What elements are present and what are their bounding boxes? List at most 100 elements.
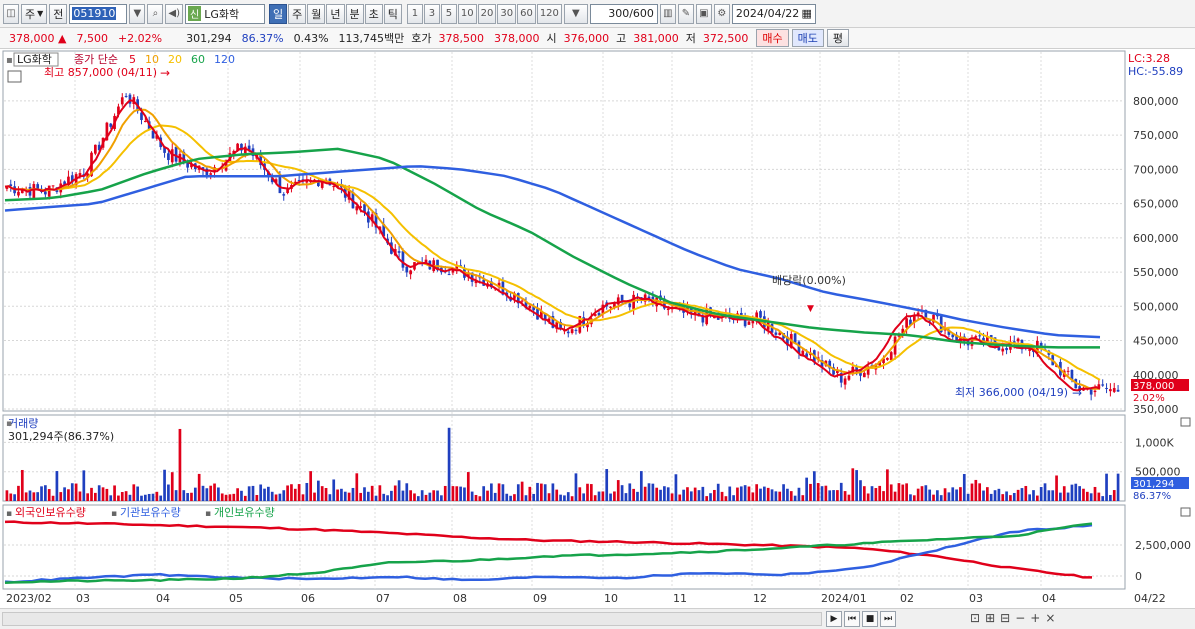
volume-close-icon[interactable] bbox=[1180, 417, 1191, 427]
period-tab-2[interactable]: 월 bbox=[307, 3, 326, 24]
volume-bar bbox=[24, 492, 28, 501]
first-icon[interactable]: ⏮ bbox=[844, 611, 860, 627]
zoom-in-icon[interactable]: + bbox=[1030, 611, 1041, 625]
volume-bar bbox=[1039, 487, 1043, 501]
sell-button[interactable]: 매도 bbox=[791, 29, 824, 47]
scroll-right-icon[interactable]: ▶ bbox=[826, 611, 842, 627]
interval-tab-1[interactable]: 3 bbox=[423, 3, 440, 24]
layout-icon[interactable]: ◫ bbox=[3, 3, 19, 24]
volume-bar bbox=[886, 469, 889, 501]
month-label-5: 07 bbox=[376, 592, 390, 605]
code-dropdown[interactable]: ▼ bbox=[129, 3, 146, 24]
stock-chart[interactable]: 350,000 400,000 450,000 500,000 550,000 600,0… bbox=[0, 49, 1195, 608]
volume-menu-icon[interactable]: ▪ bbox=[6, 419, 12, 429]
volume-bar bbox=[686, 487, 689, 501]
code-input[interactable]: 051910 bbox=[69, 3, 128, 24]
volume-bar bbox=[528, 486, 532, 501]
horizontal-scrollbar[interactable] bbox=[2, 612, 822, 626]
holding-lines bbox=[4, 520, 1093, 585]
settings-button[interactable]: ⚙ bbox=[713, 3, 730, 24]
candle-body bbox=[1066, 370, 1070, 372]
interval-tab-4[interactable]: 20 bbox=[477, 3, 497, 24]
volume-bar bbox=[928, 489, 932, 501]
interval-tab-3[interactable]: 10 bbox=[457, 3, 477, 24]
volume-bar bbox=[340, 488, 343, 501]
volume-bar bbox=[440, 495, 443, 501]
search-button[interactable]: ⌕ bbox=[147, 3, 164, 24]
candle-body bbox=[466, 273, 470, 277]
table-icon[interactable] bbox=[7, 70, 22, 83]
period-tab-1[interactable]: 주 bbox=[288, 3, 307, 24]
volume-bar bbox=[1035, 495, 1039, 501]
candle-body bbox=[109, 123, 113, 127]
candle-body bbox=[1001, 348, 1005, 352]
save-button[interactable]: ▣ bbox=[695, 3, 712, 24]
stock-name-box[interactable]: 신 LG화학 bbox=[185, 3, 265, 24]
month-label-7: 09 bbox=[533, 592, 547, 605]
candle-body bbox=[51, 185, 55, 187]
volume-bar bbox=[432, 490, 436, 501]
period-tab-5[interactable]: 초 bbox=[364, 3, 383, 24]
interval-tab-2[interactable]: 5 bbox=[440, 3, 457, 24]
moving-averages bbox=[4, 99, 1101, 392]
panel-menu-icon[interactable]: ▪ bbox=[6, 55, 13, 66]
volume-bar bbox=[297, 484, 301, 501]
volume-bar bbox=[436, 490, 439, 501]
candle-body bbox=[909, 319, 912, 325]
ma-legend-20: 20 bbox=[168, 53, 182, 66]
type-button[interactable]: 전 bbox=[49, 3, 68, 24]
volume-bar bbox=[247, 486, 251, 501]
stop-icon[interactable]: ■ bbox=[862, 611, 878, 627]
high-arrow-icon: → bbox=[160, 66, 170, 80]
volume-bar bbox=[267, 486, 270, 501]
date-input[interactable]: 2024/04/22 ▦ bbox=[731, 3, 816, 24]
period-tab-0[interactable]: 일 bbox=[269, 3, 288, 24]
zoom-out-icon[interactable]: − bbox=[1015, 611, 1026, 625]
interval-dropdown[interactable]: ▼ bbox=[563, 3, 588, 24]
volume-bar bbox=[943, 488, 947, 501]
volume-bar bbox=[905, 483, 908, 501]
interval-tab-5[interactable]: 30 bbox=[497, 3, 517, 24]
interval-tab-7[interactable]: 120 bbox=[536, 3, 562, 24]
candle-body bbox=[317, 181, 320, 187]
change-percent: +2.02% bbox=[117, 31, 163, 45]
holding-close-icon[interactable] bbox=[1180, 507, 1191, 517]
close-icon[interactable]: × bbox=[1045, 611, 1056, 625]
candle-body bbox=[186, 160, 189, 168]
grid-icon[interactable]: ⊞ bbox=[985, 611, 996, 625]
volume-bar bbox=[155, 491, 159, 501]
month-label-9: 11 bbox=[673, 592, 687, 605]
period-tab-4[interactable]: 분 bbox=[345, 3, 364, 24]
sound-button[interactable]: ◀) bbox=[165, 3, 183, 24]
market-select[interactable]: 주 ▼ bbox=[21, 3, 48, 24]
chart-type-button[interactable]: ▥ bbox=[659, 3, 676, 24]
interval-tab-0[interactable]: 1 bbox=[406, 3, 423, 24]
split-icon[interactable]: ⊟ bbox=[1000, 611, 1011, 625]
volume-bar bbox=[324, 488, 328, 501]
candle-body bbox=[47, 185, 51, 197]
candle-body bbox=[293, 181, 297, 184]
buy-button[interactable]: 매수 bbox=[756, 29, 789, 47]
period-tab-3[interactable]: 년 bbox=[326, 3, 345, 24]
volume-bar bbox=[128, 494, 132, 501]
volume-bar bbox=[67, 489, 70, 501]
interval-tab-6[interactable]: 60 bbox=[517, 3, 536, 24]
candle-body bbox=[355, 206, 359, 211]
volume-bar bbox=[716, 483, 720, 501]
fit-icon[interactable]: ⊡ bbox=[970, 611, 981, 625]
candle-body bbox=[124, 95, 128, 97]
candle-body bbox=[397, 251, 401, 253]
candle-body bbox=[305, 180, 309, 183]
candle-body bbox=[497, 282, 501, 288]
ma-legend-120: 120 bbox=[214, 53, 235, 66]
volume-bar bbox=[678, 494, 682, 501]
candle-body bbox=[240, 143, 243, 151]
period-tab-6[interactable]: 틱 bbox=[383, 3, 402, 24]
draw-button[interactable]: ✎ bbox=[677, 3, 694, 24]
volume-bar bbox=[232, 493, 236, 501]
eval-button[interactable]: 평 bbox=[826, 29, 850, 47]
volume-bar bbox=[551, 483, 555, 501]
candle-body bbox=[424, 259, 428, 263]
count-input[interactable]: 300/600 bbox=[589, 3, 658, 24]
last-icon[interactable]: ⏭ bbox=[880, 611, 896, 627]
